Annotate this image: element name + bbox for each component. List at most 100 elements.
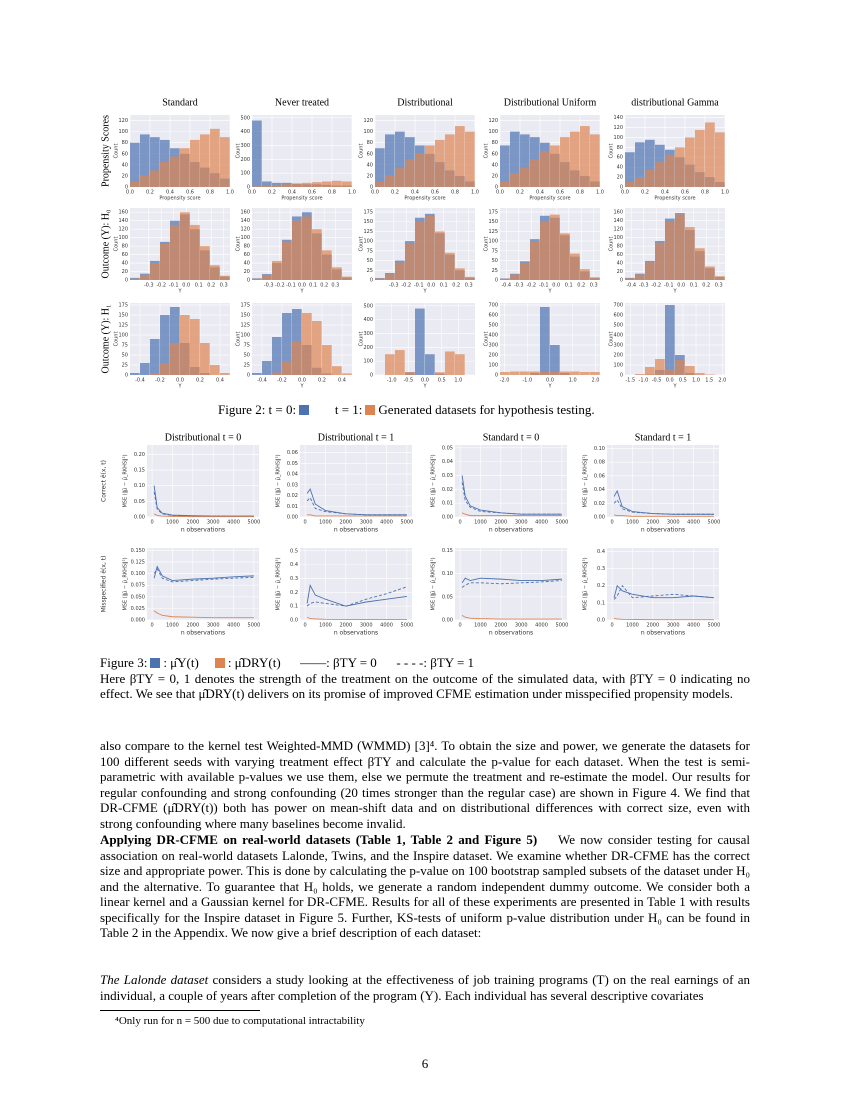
x-axis-label: n observations [181,630,225,637]
x-axis-label: Y [422,384,427,390]
y-tick-label: 100 [488,363,498,369]
histogram-bar [715,276,725,280]
histogram-bar [550,345,560,375]
y-tick-label: 0.03 [287,482,298,488]
histogram-bar [220,373,230,375]
x-axis-label: Y [177,384,182,390]
x-tick-label: 0.4 [216,378,224,384]
histogram-bar [160,363,170,375]
histogram-bar [510,131,520,187]
y-axis-label: Count [114,332,120,347]
y-axis-label: Count [236,144,242,159]
histogram-bar [695,129,705,187]
x-tick-label: 2000 [339,520,352,526]
y-tick-label: 0.150 [131,548,145,554]
histogram-bar [272,184,282,187]
y-tick-label: 0.06 [287,450,298,456]
histogram-bar [625,152,635,187]
histogram-bar [695,248,705,280]
histogram-bar [210,365,220,375]
histogram-bar [520,371,530,375]
y-tick-label: 0.4 [290,562,298,568]
y-tick-label: 0 [125,185,128,191]
x-tick-label: 1000 [626,520,639,526]
histogram-bar [590,134,600,187]
y-tick-label: 0 [247,185,250,191]
histogram-bar [140,274,150,280]
figure3-caption: Figure 3:: μ̂Y(t) : μ̂DRY(t) ——: βTY = 0… [100,655,750,702]
column-title: Distributional Uniform [504,97,597,108]
x-tick-label: 0.0 [371,190,379,196]
x-tick-label: -0.5 [403,378,413,384]
x-tick-label: 0.2 [196,378,204,384]
x-tick-label: 4000 [227,623,240,629]
x-tick-label: 0.0 [126,190,134,196]
column-title: Distributional t = 1 [318,432,394,443]
x-tick-label: 2000 [646,520,659,526]
x-tick-label: 0.3 [715,283,723,289]
y-tick-label: 150 [488,219,498,225]
x-tick-label: 0.0 [182,283,190,289]
y-tick-label: 0 [125,373,128,379]
histogram-bar [342,276,352,280]
plot-area [147,445,259,517]
histogram-bar [455,354,465,375]
caption: - - - -: βTY = 1 [396,655,475,670]
y-tick-label: 0.10 [134,483,145,489]
heading: The Lalonde dataset [100,972,209,987]
x-tick-label: -0.2 [651,283,661,289]
y-tick-label: 0 [370,373,373,379]
x-tick-label: 3000 [667,623,680,629]
x-axis-label: n observations [489,630,533,637]
x-tick-label: -0.1 [664,283,674,289]
histogram-bar [530,159,540,187]
x-tick-label: 5000 [248,623,261,629]
y-tick-label: 400 [363,317,373,323]
line [613,584,714,599]
histogram-bar [292,341,302,375]
plot-area [607,445,719,517]
x-tick-label: 0.2 [391,190,399,196]
y-tick-label: 20 [492,173,498,179]
histogram-bar [170,156,180,187]
x-axis-label: n observations [641,630,685,637]
histogram-bar [685,366,695,375]
x-tick-label: 1.0 [454,378,462,384]
y-tick-label: 0.4 [597,549,605,555]
x-tick-label: 0.3 [590,283,598,289]
histogram-bar [510,274,520,280]
y-tick-label: 100 [488,239,498,245]
caption: Here βTY = 0, 1 denotes the strength of … [100,670,750,702]
histogram-bar [160,244,170,280]
y-tick-label: 0 [370,278,373,284]
x-tick-label: -0.4 [626,283,636,289]
histogram-bar [560,137,570,187]
y-tick-label: 25 [367,268,373,274]
histogram-bar [190,319,200,375]
y-axis-label: MSE (‖μ̂ − μ̂_RKHS‖²) [123,557,129,610]
histogram-bar [292,220,302,280]
caption: ——: βTY = 0 [300,655,377,670]
page-number: 6 [421,1056,429,1071]
line [461,482,562,515]
x-tick-label: 2.0 [591,378,599,384]
y-tick-label: 0.125 [131,559,145,565]
y-axis-label: Count [484,237,490,252]
y-tick-label: 40 [367,162,373,168]
figures: Standard Never treated Distributional Distr… [100,97,729,637]
x-tick-label: -0.4 [501,283,511,289]
histogram-bar [425,215,435,280]
y-tick-label: 300 [240,143,250,149]
y-tick-label: 50 [122,353,128,359]
x-tick-label: 5000 [556,623,569,629]
x-tick-label: 0.1 [565,283,573,289]
swatch [150,658,161,668]
y-axis-label: Count [359,144,365,159]
x-axis-label: Propensity score [281,196,322,202]
y-tick-label: 125 [363,229,373,235]
y-tick-label: 0 [620,185,623,191]
y-tick-label: 0.05 [442,445,453,451]
swatch [365,405,376,415]
x-tick-label: 0.2 [320,283,328,289]
y-tick-label: 100 [118,333,128,339]
